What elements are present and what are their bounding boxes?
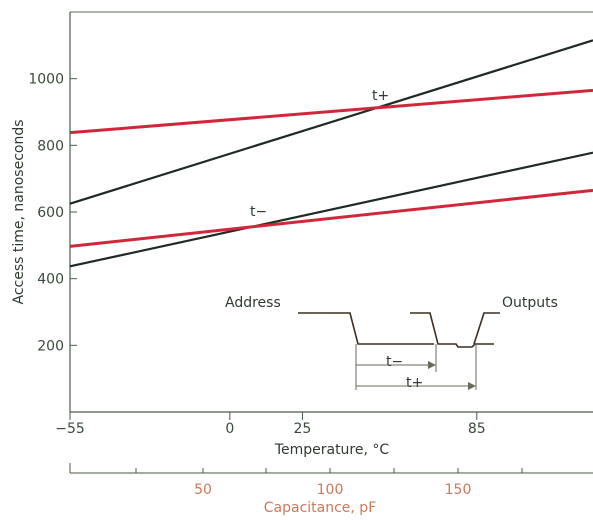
series-line-1	[69, 39, 593, 205]
x-tick-label: 85	[468, 421, 486, 437]
address-waveform	[298, 312, 434, 345]
outputs-label: Outputs	[502, 295, 558, 311]
y-tick-label: 1000	[28, 72, 64, 88]
y-tick-label: 800	[37, 138, 64, 154]
capacitance-tick-label: 150	[445, 482, 472, 498]
series-line-4	[69, 188, 593, 248]
t-minus-arrowhead	[428, 361, 436, 369]
series-line-2	[69, 88, 593, 135]
x-axis-title: Temperature, °C	[274, 442, 390, 458]
y-tick-label: 200	[37, 338, 64, 354]
y-tick-label: 400	[37, 272, 64, 288]
capacitance-axis-title: Capacitance, pF	[264, 500, 377, 516]
y-axis-title: Access time, nanoseconds	[11, 119, 27, 304]
inset-t-minus-label: t−	[386, 354, 403, 370]
t-minus-label: t−	[250, 204, 267, 220]
capacitance-tick-label: 100	[317, 482, 344, 498]
timing-diagram: Address Outputs t− t+	[225, 295, 558, 391]
capacitance-axis-ticks: 50 100 150	[135, 468, 523, 498]
series-line-3	[69, 151, 593, 268]
t-plus-arrowhead	[468, 382, 476, 390]
capacitance-tick-label: 50	[194, 482, 212, 498]
output-waveform	[410, 312, 494, 348]
address-label: Address	[225, 295, 281, 311]
y-tick-label: 600	[37, 205, 64, 221]
output-waveform-rise	[473, 312, 500, 345]
y-axis-ticks: 200 400 600 800 1000	[28, 72, 77, 354]
series-lines	[69, 39, 593, 268]
x-tick-label: 25	[294, 421, 312, 437]
t-plus-label: t+	[372, 88, 389, 104]
inset-t-plus-label: t+	[406, 375, 423, 391]
x-tick-label: −55	[55, 421, 85, 437]
x-axis-ticks: −55 0 25 85	[55, 412, 486, 437]
x-tick-label: 0	[225, 421, 234, 437]
